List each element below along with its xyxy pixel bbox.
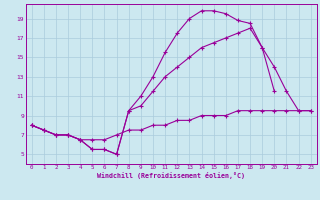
- X-axis label: Windchill (Refroidissement éolien,°C): Windchill (Refroidissement éolien,°C): [97, 172, 245, 179]
